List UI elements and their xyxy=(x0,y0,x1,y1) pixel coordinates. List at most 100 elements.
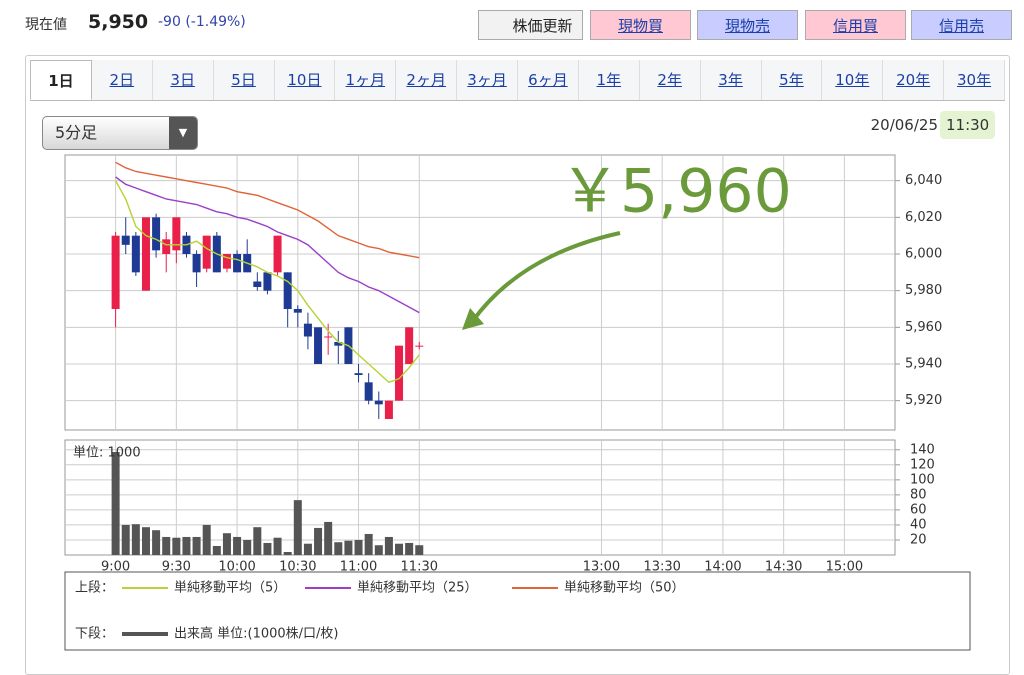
y-tick-label: 100 xyxy=(910,472,935,487)
volume-bar xyxy=(293,500,302,555)
header-button[interactable]: 信用売 xyxy=(911,10,1012,40)
ma-line xyxy=(114,180,420,384)
period-tab[interactable]: 3日 xyxy=(153,60,214,100)
volume-bar xyxy=(192,536,201,555)
ma-line xyxy=(115,176,420,314)
volume-bar xyxy=(162,536,171,555)
period-tab[interactable]: 2年 xyxy=(640,60,701,100)
volume-bar xyxy=(263,542,272,555)
period-tab[interactable]: 1日 xyxy=(30,60,92,100)
volume-bar xyxy=(233,536,242,555)
volume-bar xyxy=(182,536,191,555)
candle-body xyxy=(283,272,292,309)
volume-bar xyxy=(364,533,373,555)
volume-bar xyxy=(222,533,231,555)
period-tabs: 1日 2日 3日 5日 10日 1ヶ月 2ヶ月 3ヶ月 6ヶ月 1年 2年 3年 5年 10年 20年 30年 xyxy=(30,60,1005,101)
volume-bar xyxy=(131,524,140,555)
y-tick-label: 20 xyxy=(910,532,927,547)
candle-body xyxy=(253,281,262,287)
candle-body xyxy=(192,254,201,273)
period-tab[interactable]: 2日 xyxy=(92,60,153,100)
annotation-arrow xyxy=(470,231,621,324)
period-tab[interactable]: 5日 xyxy=(214,60,275,100)
volume-bar xyxy=(253,527,262,555)
header-button[interactable]: 信用買 xyxy=(805,10,906,40)
candle-body xyxy=(202,235,211,269)
y-tick-label: 120 xyxy=(910,457,935,472)
candle-body xyxy=(111,235,120,309)
candle-body xyxy=(162,239,171,254)
page: 5,920 5,940 5,960 5,980 6,000 6,020 6,040 ￥5,96… xyxy=(25,10,1012,675)
volume-bar xyxy=(384,536,393,555)
candle-body xyxy=(273,235,282,273)
header-button[interactable]: 株価更新 xyxy=(478,10,583,40)
candle-body xyxy=(405,327,414,364)
header-button[interactable]: 現物買 xyxy=(590,10,691,40)
legend-group-label: 上段： xyxy=(75,581,114,596)
current-price: 5,950 xyxy=(88,11,149,33)
volume-bar xyxy=(354,539,363,555)
interval-select[interactable]: 5分足 ▼ xyxy=(42,116,198,150)
legend-label: 単純移動平均（5） xyxy=(174,580,286,596)
volume-bar xyxy=(111,452,120,555)
volume-bar xyxy=(141,527,150,555)
legend-label: 単純移動平均（50） xyxy=(564,580,685,596)
y-tick-label: 80 xyxy=(910,487,927,502)
y-tick-label: 6,040 xyxy=(905,173,942,188)
interval-text: 5分足 xyxy=(55,123,98,142)
x-tick-label: 11:00 xyxy=(340,560,377,575)
volume-bar xyxy=(395,543,404,555)
chart-area: 5,920 5,940 5,960 5,980 6,000 6,020 6,040 ￥5,96… xyxy=(64,16,971,651)
y-tick-label: 40 xyxy=(910,517,927,532)
volume-bar xyxy=(283,551,292,555)
candle-body xyxy=(233,254,242,273)
candle-body xyxy=(263,272,272,291)
period-tab[interactable]: 1ヶ月 xyxy=(335,60,397,100)
y-tick-label: 5,920 xyxy=(905,393,942,408)
price-change: -90 (-1.49%) xyxy=(158,14,246,30)
volume-bar xyxy=(303,543,312,555)
annotation-arrowhead xyxy=(462,308,484,330)
period-tab[interactable]: 20年 xyxy=(883,60,945,100)
period-tab[interactable]: 3年 xyxy=(701,60,762,100)
volume-bar xyxy=(324,521,333,555)
x-tick-label: 15:00 xyxy=(826,560,863,575)
candle-body xyxy=(334,342,343,346)
x-tick-label: 9:30 xyxy=(162,560,191,575)
ma-line xyxy=(115,161,420,259)
candle-body xyxy=(303,323,312,337)
plot-frame xyxy=(64,154,896,431)
candle-body xyxy=(152,217,161,251)
candle-body xyxy=(374,400,383,405)
candle-body xyxy=(293,309,302,313)
y-tick-label: 6,020 xyxy=(905,210,942,225)
date: 20/06/25 xyxy=(870,116,938,134)
candle-body xyxy=(222,254,231,269)
candle-body xyxy=(415,345,424,347)
volume-bar xyxy=(415,545,424,555)
volume-bar xyxy=(212,545,221,555)
x-tick-label: 10:30 xyxy=(279,560,316,575)
volume-bar xyxy=(121,524,130,555)
candle-body xyxy=(354,373,363,375)
period-tab[interactable]: 10日 xyxy=(275,60,336,100)
price-label: 現在値 xyxy=(25,17,67,33)
y-tick-label: 5,940 xyxy=(905,357,942,372)
period-tab[interactable]: 2ヶ月 xyxy=(396,60,458,100)
volume-bar xyxy=(334,542,343,555)
volume-bar xyxy=(243,539,252,555)
candle-body xyxy=(364,382,373,401)
period-tab[interactable]: 10年 xyxy=(822,60,884,100)
period-tab[interactable]: 5年 xyxy=(762,60,823,100)
y-tick-label: 5,980 xyxy=(905,283,942,298)
x-tick-label: 9:00 xyxy=(101,560,130,575)
volume-bar xyxy=(202,524,211,555)
candle-body xyxy=(395,345,404,401)
x-tick-label: 13:30 xyxy=(643,560,680,575)
period-tab[interactable]: 3ヶ月 xyxy=(457,60,518,100)
header-button[interactable]: 現物売 xyxy=(697,10,798,40)
period-tab[interactable]: 30年 xyxy=(944,60,1005,100)
period-tab[interactable]: 1年 xyxy=(579,60,640,100)
volume-bar xyxy=(273,537,282,555)
period-tab[interactable]: 6ヶ月 xyxy=(518,60,579,100)
